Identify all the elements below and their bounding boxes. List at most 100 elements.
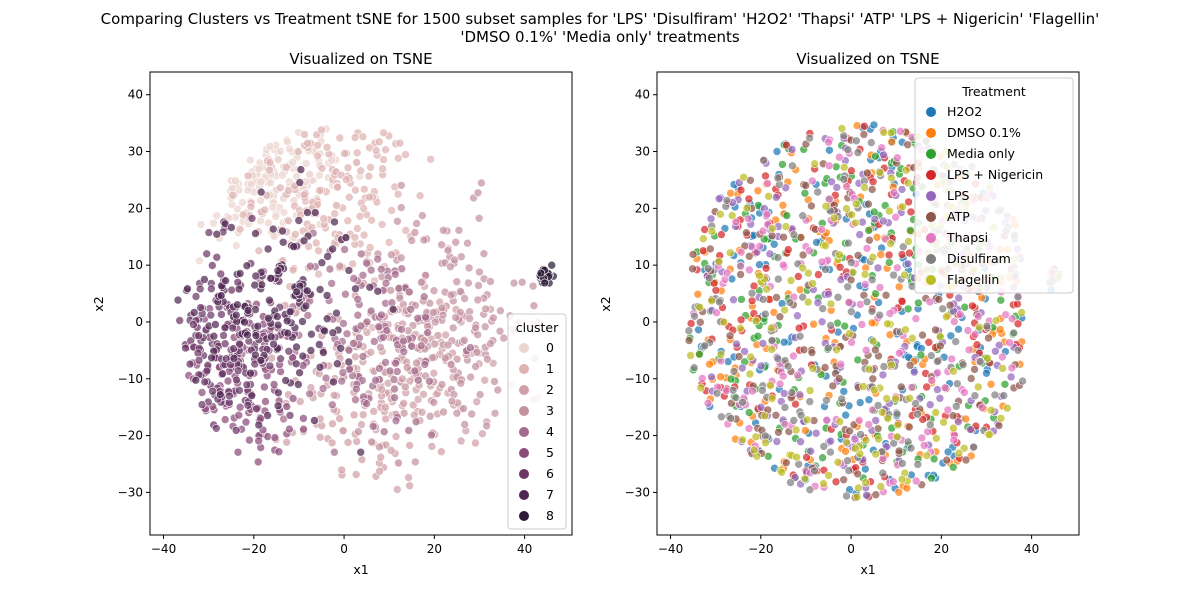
scatter-point-flagellin bbox=[897, 474, 907, 484]
panel-clusters-xlabel: x1 bbox=[353, 562, 368, 577]
scatter-point-flagellin bbox=[808, 364, 818, 373]
scatter-point-disulfiram bbox=[906, 443, 916, 453]
x-tick-label: 0 bbox=[340, 542, 348, 556]
scatter-point-h2o2 bbox=[982, 368, 991, 378]
scatter-point-flagellin bbox=[791, 425, 801, 435]
scatter-point-3 bbox=[517, 277, 527, 287]
scatter-point-3 bbox=[430, 317, 440, 327]
scatter-point-lps-nigericin bbox=[783, 245, 793, 254]
scatter-point-flagellin bbox=[727, 211, 737, 220]
scatter-point-thapsi bbox=[970, 330, 980, 339]
scatter-point-7 bbox=[293, 380, 303, 389]
scatter-point-1 bbox=[311, 238, 321, 248]
scatter-point-thapsi bbox=[844, 298, 854, 307]
scatter-point-disulfiram bbox=[798, 292, 808, 302]
scatter-point-3 bbox=[496, 306, 505, 316]
scatter-point-atp bbox=[684, 336, 694, 345]
scatter-point-media-only bbox=[753, 331, 763, 341]
scatter-point-dmso-0-1- bbox=[753, 186, 763, 196]
scatter-point-lps-nigericin bbox=[1013, 319, 1023, 329]
scatter-point-7 bbox=[233, 300, 242, 310]
scatter-point-lps-nigericin bbox=[831, 477, 841, 487]
scatter-point-disulfiram bbox=[805, 133, 814, 143]
scatter-point-dmso-0-1- bbox=[902, 483, 912, 493]
y-tick-label: −20 bbox=[118, 429, 143, 443]
scatter-point-7 bbox=[285, 307, 295, 317]
scatter-point-2 bbox=[358, 410, 368, 420]
scatter-point-thapsi bbox=[974, 312, 983, 321]
scatter-point-atp bbox=[736, 270, 745, 279]
scatter-point-3 bbox=[410, 457, 420, 467]
scatter-point-3 bbox=[528, 281, 538, 291]
y-tick-label: 20 bbox=[128, 201, 143, 215]
scatter-point-8 bbox=[547, 260, 557, 270]
scatter-point-disulfiram bbox=[867, 307, 877, 316]
scatter-point-h2o2 bbox=[954, 324, 963, 334]
scatter-point-disulfiram bbox=[951, 402, 961, 411]
scatter-point-1 bbox=[284, 216, 293, 226]
scatter-point-thapsi bbox=[919, 441, 929, 450]
scatter-point-1 bbox=[340, 149, 349, 158]
scatter-point-dmso-0-1- bbox=[693, 289, 703, 299]
scatter-point-4 bbox=[340, 245, 349, 254]
scatter-point-3 bbox=[446, 290, 456, 300]
scatter-point-flagellin bbox=[738, 435, 747, 445]
scatter-point-disulfiram bbox=[796, 410, 806, 420]
scatter-point-thapsi bbox=[778, 371, 788, 381]
scatter-point-4 bbox=[381, 358, 390, 367]
scatter-point-media-only bbox=[948, 462, 958, 472]
scatter-point-flagellin bbox=[835, 417, 845, 426]
scatter-point-6 bbox=[208, 386, 217, 396]
scatter-point-4 bbox=[416, 341, 426, 351]
scatter-point-lps bbox=[855, 230, 865, 239]
scatter-point-4 bbox=[390, 393, 399, 402]
scatter-point-3 bbox=[452, 277, 462, 287]
scatter-point-disulfiram bbox=[867, 275, 877, 285]
scatter-point-7 bbox=[314, 340, 324, 349]
scatter-point-thapsi bbox=[850, 434, 860, 444]
scatter-point-7 bbox=[173, 295, 183, 305]
scatter-point-2 bbox=[408, 400, 418, 410]
scatter-point-disulfiram bbox=[738, 397, 747, 407]
scatter-point-flagellin bbox=[883, 414, 893, 423]
scatter-point-6 bbox=[189, 320, 198, 329]
scatter-point-4 bbox=[305, 261, 315, 271]
scatter-point-1 bbox=[343, 216, 353, 225]
scatter-point-4 bbox=[318, 384, 328, 393]
scatter-point-1 bbox=[401, 226, 411, 235]
scatter-point-7 bbox=[235, 269, 245, 278]
scatter-point-6 bbox=[285, 411, 295, 420]
scatter-point-4 bbox=[362, 258, 371, 268]
scatter-point-3 bbox=[474, 281, 483, 290]
scatter-point-dmso-0-1- bbox=[894, 282, 904, 292]
legend-label: 5 bbox=[546, 445, 554, 460]
scatter-point-2 bbox=[417, 407, 427, 417]
scatter-point-2 bbox=[335, 414, 344, 423]
scatter-point-0 bbox=[283, 137, 292, 147]
scatter-point-flagellin bbox=[859, 382, 868, 391]
scatter-point-thapsi bbox=[793, 370, 802, 380]
scatter-point-1 bbox=[384, 238, 394, 247]
scatter-point-lps bbox=[878, 370, 888, 380]
scatter-point-disulfiram bbox=[879, 362, 889, 371]
panel-clusters-ylabel: x2 bbox=[91, 296, 106, 311]
scatter-point-flagellin bbox=[879, 128, 889, 137]
scatter-point-thapsi bbox=[891, 212, 900, 222]
scatter-point-flagellin bbox=[766, 323, 776, 333]
scatter-point-4 bbox=[321, 373, 331, 383]
scatter-point-atp bbox=[859, 130, 869, 139]
scatter-point-5 bbox=[241, 417, 251, 427]
scatter-point-1 bbox=[358, 132, 368, 141]
scatter-point-media-only bbox=[905, 226, 915, 235]
scatter-point-1 bbox=[350, 233, 360, 242]
scatter-point-dmso-0-1- bbox=[809, 319, 818, 329]
scatter-point-4 bbox=[392, 367, 402, 376]
scatter-point-disulfiram bbox=[969, 442, 979, 452]
scatter-point-0 bbox=[212, 211, 221, 221]
legend-label: Thapsi bbox=[946, 230, 988, 245]
x-tick-label: −40 bbox=[151, 542, 176, 556]
scatter-point-flagellin bbox=[716, 209, 725, 219]
y-tick-label: 40 bbox=[635, 88, 650, 102]
scatter-point-3 bbox=[395, 293, 405, 303]
